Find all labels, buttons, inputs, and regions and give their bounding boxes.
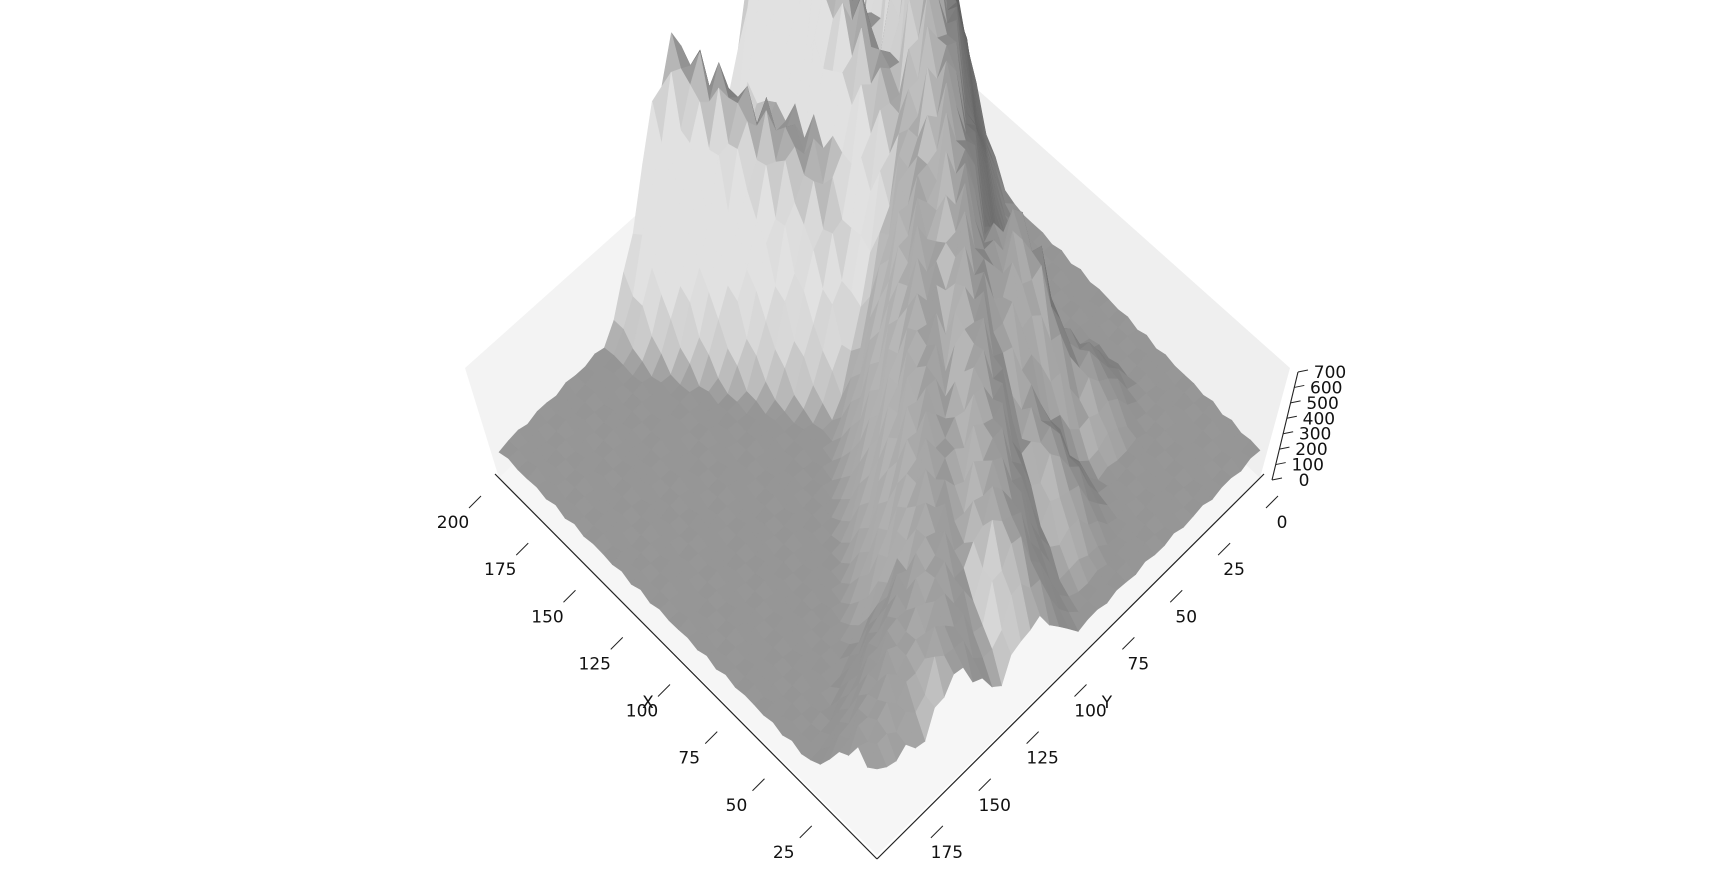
y-tick-mark [1218, 543, 1230, 555]
x-tick-mark [800, 826, 812, 838]
z-tick-mark [1283, 432, 1293, 434]
z-tick-mark [1287, 416, 1297, 418]
z-tick-mark [1298, 370, 1308, 372]
y-axis-label: Y [1101, 693, 1113, 713]
x-tick-mark [705, 732, 717, 744]
y-tick-mark [1170, 590, 1182, 602]
z-tick-mark [1291, 401, 1301, 403]
x-tick-label: 125 [579, 654, 611, 674]
y-tick-label: 50 [1175, 607, 1197, 627]
y-tick-mark [979, 779, 991, 791]
y-tick-mark [1266, 496, 1278, 508]
y-tick-label: 150 [979, 796, 1011, 816]
y-tick-label: 0 [1277, 513, 1288, 533]
x-tick-label: 150 [531, 607, 563, 627]
x-tick-label: 175 [484, 560, 516, 580]
z-tick-mark [1279, 447, 1289, 449]
x-tick-mark [753, 779, 765, 791]
z-tick-mark [1294, 385, 1304, 387]
x-tick-label: 25 [773, 843, 795, 863]
y-tick-mark [1075, 685, 1087, 697]
x-tick-mark [611, 637, 623, 649]
y-tick-label: 125 [1026, 749, 1058, 769]
x-tick-mark [516, 543, 528, 555]
x-tick-label: 75 [678, 749, 700, 769]
y-tick-mark [1027, 732, 1039, 744]
x-tick-mark [564, 590, 576, 602]
y-tick-label: 175 [931, 843, 963, 863]
x-tick-mark [469, 496, 481, 508]
x-tick-mark [658, 685, 670, 697]
z-tick-mark [1276, 463, 1286, 465]
x-axis-label: X [642, 693, 654, 713]
y-tick-label: 25 [1223, 560, 1245, 580]
x-tick-label: 200 [437, 513, 469, 533]
x-tick-label: 50 [726, 796, 748, 816]
y-tick-mark [1122, 637, 1134, 649]
y-tick-label: 75 [1128, 654, 1150, 674]
z-tick-label: 700 [1314, 363, 1346, 383]
y-tick-mark [931, 826, 943, 838]
z-tick-mark [1272, 478, 1282, 480]
